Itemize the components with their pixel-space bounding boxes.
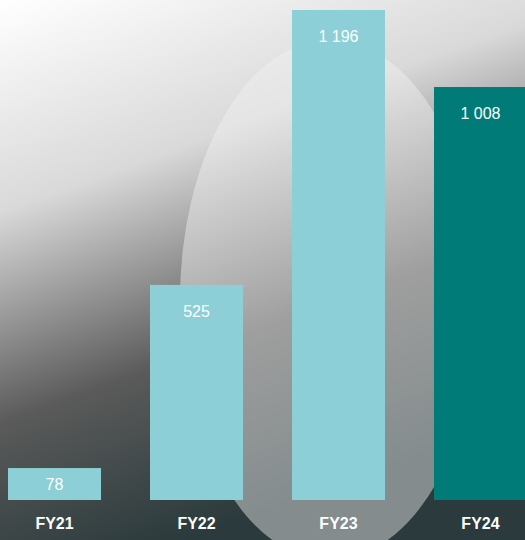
x-tick: FY24 [461,500,499,532]
data-label: 525 [183,303,210,320]
bar [8,468,101,500]
bar [150,285,243,500]
x-tick: FY23 [319,500,357,532]
x-tick: FY22 [177,500,215,532]
data-label: 78 [46,476,64,493]
x-axis: FY21 FY22 FY23 FY24 [9,500,525,532]
bar [292,10,385,500]
data-label: 1 008 [460,105,500,122]
data-label: 1 196 [318,28,358,45]
x-tick-label: FY24 [461,515,499,532]
chart: 78 525 1 196 1 008 FY21 FY22 FY23 FY24 [0,0,525,540]
bar [434,87,525,500]
x-axis-line [9,500,525,501]
chart-container: 78 525 1 196 1 008 FY21 FY22 FY23 FY24 [0,0,525,540]
x-tick-label: FY23 [319,515,357,532]
x-tick-label: FY22 [177,515,215,532]
x-tick-label: FY21 [35,515,73,532]
x-tick: FY21 [35,500,73,532]
bars [8,10,525,500]
data-labels: 78 525 1 196 1 008 [46,28,501,493]
